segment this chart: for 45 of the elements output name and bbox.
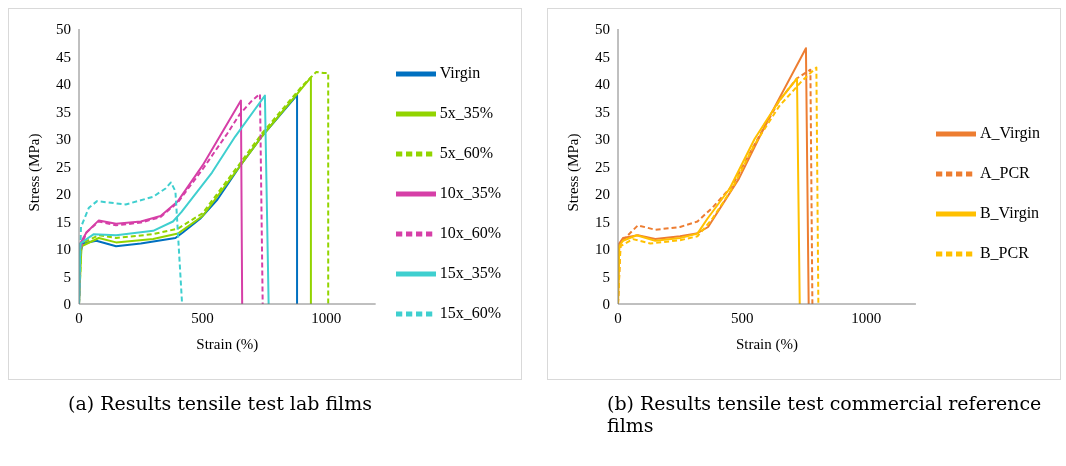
legend-label: 15x_60% bbox=[439, 303, 501, 321]
legend-label: 5x_60% bbox=[439, 143, 493, 161]
legend-label: 10x_60% bbox=[439, 223, 501, 241]
y-axis-title: Stress (MPa) bbox=[26, 133, 44, 212]
y-axis-title: Stress (MPa) bbox=[565, 133, 583, 212]
x-tick-label: 1000 bbox=[851, 309, 882, 326]
y-tick-label: 10 bbox=[56, 241, 71, 258]
legend-label: B_PCR bbox=[979, 243, 1029, 261]
y-tick-label: 35 bbox=[56, 103, 71, 120]
legend-label: Virgin bbox=[439, 63, 481, 81]
x-tick-label: 500 bbox=[191, 309, 214, 326]
legend-label: 10x_35% bbox=[439, 183, 501, 201]
y-tick-label: 40 bbox=[56, 76, 71, 93]
text: (b) Results tensile test commercial reference films bbox=[606, 392, 1043, 436]
y-tick-label: 20 bbox=[595, 186, 610, 203]
y-tick-label: 15 bbox=[595, 213, 610, 230]
x-axis-title: Strain (%) bbox=[735, 336, 798, 353]
y-tick-label: 25 bbox=[595, 158, 610, 175]
y-tick-label: 40 bbox=[595, 76, 610, 93]
x-tick-label: 0 bbox=[614, 309, 622, 326]
y-tick-label: 20 bbox=[56, 186, 71, 203]
y-tick-label: 10 bbox=[595, 241, 610, 258]
y-tick-label: 35 bbox=[595, 103, 610, 120]
x-tick-label: 500 bbox=[730, 309, 754, 326]
y-tick-label: 50 bbox=[56, 21, 71, 38]
y-tick-label: 0 bbox=[63, 296, 71, 313]
y-tick-label: 25 bbox=[56, 158, 71, 175]
y-tick-label: 5 bbox=[63, 268, 71, 285]
y-tick-label: 0 bbox=[602, 296, 610, 313]
y-tick-label: 15 bbox=[56, 213, 71, 230]
legend-label: 5x_35% bbox=[439, 103, 493, 121]
y-tick-label: 30 bbox=[56, 131, 71, 148]
y-tick-label: 45 bbox=[56, 48, 71, 65]
y-tick-label: 30 bbox=[595, 131, 610, 148]
y-tick-label: 45 bbox=[595, 48, 610, 65]
y-tick-label: 50 bbox=[595, 21, 610, 38]
legend-label: A_PCR bbox=[979, 163, 1030, 181]
x-tick-label: 1000 bbox=[311, 309, 342, 326]
x-tick-label: 0 bbox=[75, 309, 83, 326]
legend-label: B_Virgin bbox=[979, 203, 1040, 221]
text: (a) Results tensile test lab films bbox=[67, 392, 373, 414]
legend-label: A_Virgin bbox=[979, 123, 1040, 141]
y-tick-label: 5 bbox=[602, 268, 610, 285]
x-axis-title: Strain (%) bbox=[196, 336, 259, 353]
legend-label: 15x_35% bbox=[439, 263, 501, 281]
